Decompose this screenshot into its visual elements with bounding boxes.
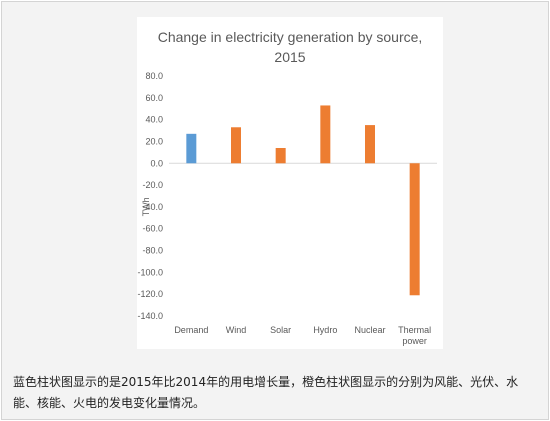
- x-category-label: Hydro: [313, 325, 337, 335]
- chart-area: Change in electricity generation by sour…: [137, 17, 443, 349]
- bar: [409, 163, 420, 296]
- y-tick-label: -40.0: [142, 202, 163, 212]
- bar: [320, 105, 331, 164]
- x-category-label: power: [402, 336, 427, 346]
- bars: [186, 105, 420, 296]
- bar: [365, 125, 375, 164]
- y-axis: 80.0 60.0 40.0 20.0 0.0 -20.0 -40.0 -60.0 -80.0 -…: [137, 71, 437, 321]
- y-tick-label: 80.0: [145, 71, 163, 81]
- y-tick-label: 60.0: [145, 93, 163, 103]
- y-tick-label: -120.0: [137, 289, 163, 299]
- x-category-label: Thermal: [398, 325, 431, 335]
- bar: [231, 127, 241, 164]
- x-category-label: Solar: [270, 325, 291, 335]
- y-tick-label: 40.0: [145, 115, 163, 125]
- x-category-label: Wind: [226, 325, 247, 335]
- y-tick-label: -100.0: [137, 267, 163, 277]
- bar-chart: Change in electricity generation by sour…: [137, 29, 437, 346]
- y-tick-label: -140.0: [137, 311, 163, 321]
- bar: [275, 148, 286, 164]
- figure-caption: 蓝色柱状图显示的是2015年比2014年的用电增长量，橙色柱状图显示的分别为风能…: [13, 375, 519, 410]
- y-tick-label: 0.0: [150, 158, 163, 168]
- chart-title-line: 2015: [274, 49, 305, 65]
- chart-title: Change in electricity generation by sour…: [158, 29, 423, 65]
- y-axis-title: TWh: [141, 197, 151, 216]
- y-tick-label: -60.0: [142, 224, 163, 234]
- y-tick-label: -20.0: [142, 180, 163, 190]
- bar: [186, 133, 197, 164]
- x-category-label: Nuclear: [354, 325, 385, 335]
- y-tick-label: -80.0: [142, 246, 163, 256]
- y-tick-label: 20.0: [145, 136, 163, 146]
- chart-title-line: Change in electricity generation by sour…: [158, 29, 423, 45]
- x-category-label: Demand: [174, 325, 208, 335]
